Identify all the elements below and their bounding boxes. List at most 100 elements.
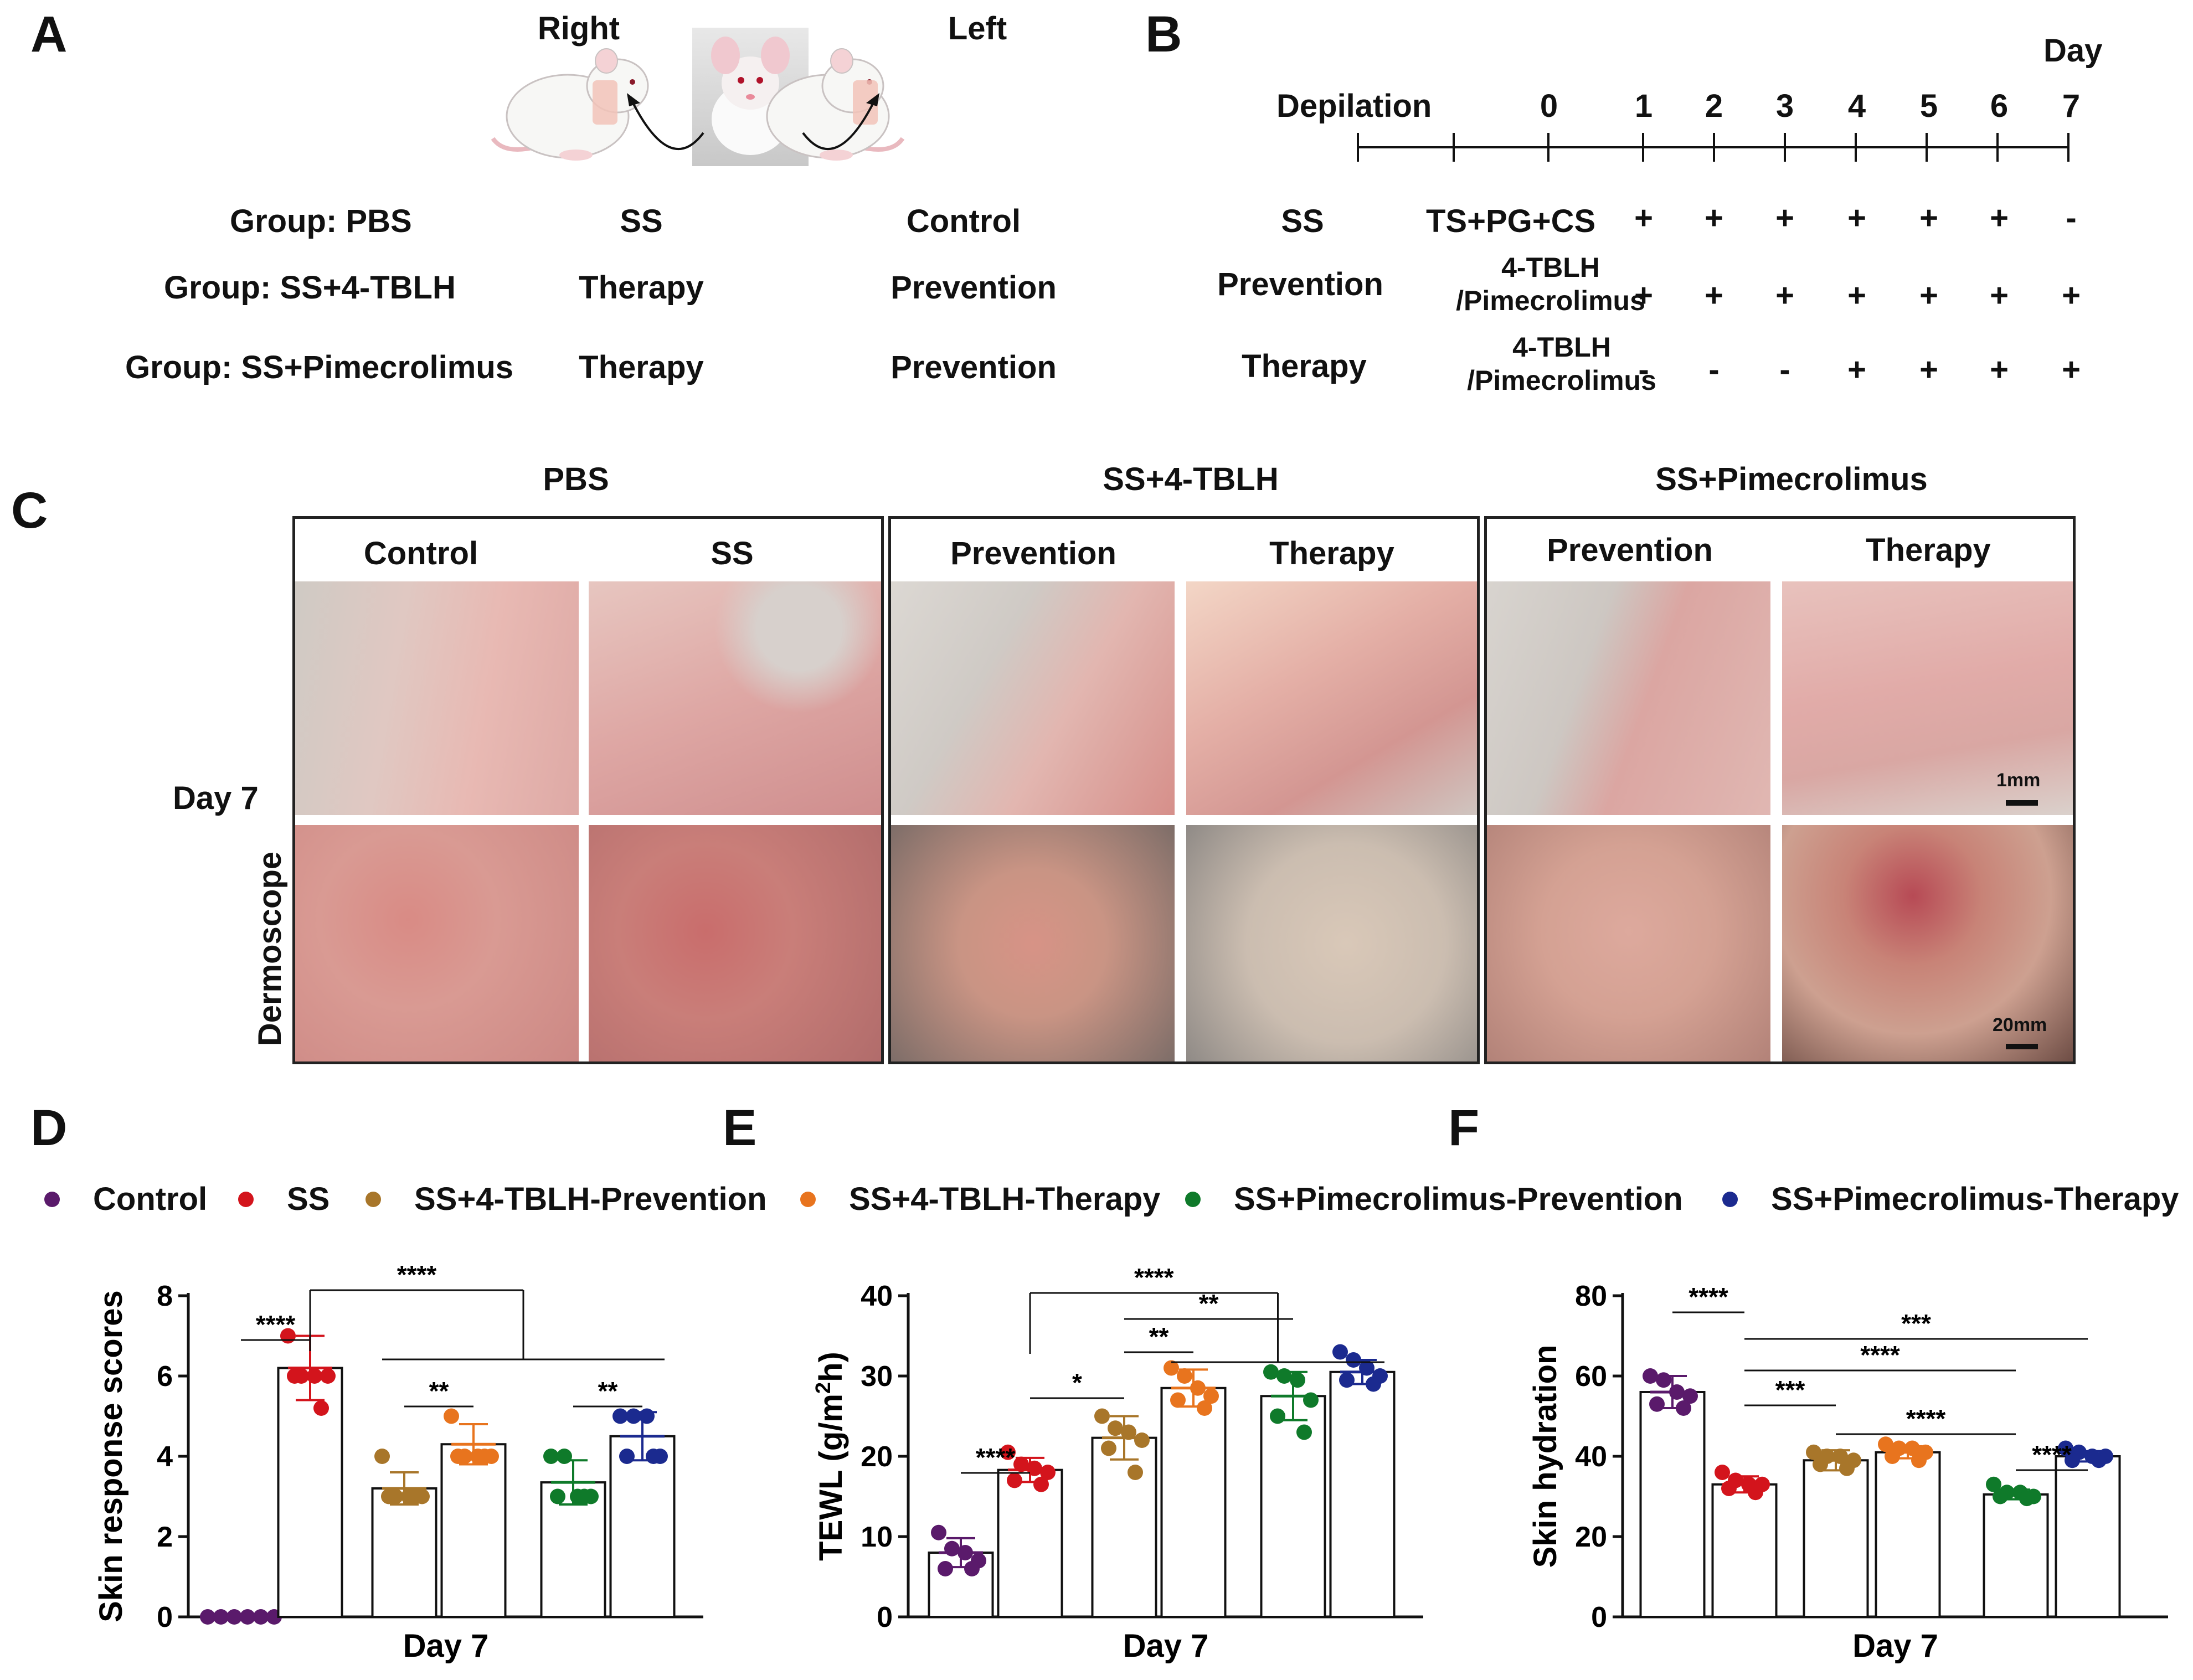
legend-label: SS+Pimecrolimus-Prevention: [1234, 1181, 1683, 1217]
data-point: [1346, 1352, 1361, 1368]
bar: [1639, 1391, 1706, 1618]
data-point: [1270, 1408, 1285, 1424]
treatment-mark: -: [1708, 352, 1720, 388]
legend-dot: [44, 1192, 60, 1207]
b-ther-treat1: 4-TBLH: [1512, 332, 1611, 363]
data-point: [2019, 1491, 2035, 1507]
data-point: [200, 1609, 215, 1625]
legend-dot: [1722, 1192, 1738, 1207]
c-col-tblh-prev: Prevention: [950, 535, 1116, 571]
y-tick-label: 20: [861, 1441, 893, 1473]
treatment-mark: +: [1919, 200, 1938, 236]
data-point: [1134, 1432, 1150, 1448]
b-row-ss: SS: [1281, 203, 1324, 239]
y-tick-label: 60: [1575, 1361, 1607, 1393]
bar: [1091, 1436, 1157, 1618]
bar: [440, 1443, 507, 1618]
data-point: [957, 1545, 973, 1560]
data-point: [557, 1449, 572, 1464]
c-col-control: Control: [363, 535, 478, 571]
legend-label: SS+4-TBLH-Therapy: [849, 1181, 1161, 1217]
y-tick-label: 0: [157, 1601, 173, 1633]
data-point: [240, 1609, 255, 1625]
data-point: [1296, 1424, 1312, 1440]
data-point: [1359, 1360, 1375, 1376]
legend-label: SS: [287, 1181, 330, 1217]
legend-label: Control: [93, 1181, 208, 1217]
photo-pime-ther-dermoscope: [1782, 825, 2073, 1061]
pbs-right: SS: [620, 203, 663, 239]
data-point: [253, 1609, 269, 1625]
treatment-mark: +: [2062, 277, 2081, 313]
c-box-pime: [1484, 516, 2076, 1064]
photo-ss-dermoscope: [589, 825, 881, 1061]
data-point: [1197, 1400, 1212, 1416]
c-box-tblh: [888, 516, 1480, 1064]
data-point: [1715, 1465, 1730, 1480]
data-point: [450, 1449, 466, 1464]
data-point: [646, 1449, 661, 1464]
data-point: [938, 1561, 953, 1576]
x-axis-label: Day 7: [1123, 1628, 1209, 1664]
scale-bar-1mm: [2006, 800, 2038, 806]
panel-label-f: F: [1448, 1100, 1480, 1156]
treatment-mark: +: [1990, 200, 2009, 236]
photo-tblh-ther-camera: [1186, 581, 1477, 815]
data-point: [226, 1609, 242, 1625]
day-number: 6: [1990, 88, 2009, 124]
sig-label: ****: [976, 1443, 1016, 1472]
bar: [1160, 1387, 1227, 1618]
legend-dot: [366, 1192, 381, 1207]
y-tick-label: 6: [157, 1361, 173, 1393]
c-col-pime-ther: Therapy: [1866, 532, 1991, 568]
data-point: [1276, 1368, 1292, 1384]
y-tick-label: 2: [157, 1521, 173, 1553]
treatment-mark: -: [1638, 352, 1649, 388]
data-point: [1121, 1424, 1136, 1440]
sig-label: *: [1072, 1368, 1082, 1397]
data-point: [1656, 1372, 1671, 1388]
data-point: [1682, 1388, 1698, 1404]
data-point: [619, 1449, 635, 1464]
data-point: [313, 1400, 329, 1416]
data-point: [1164, 1360, 1179, 1376]
depilation-label: Depilation: [1276, 88, 1432, 124]
data-point: [1649, 1396, 1665, 1412]
sig-label: ****: [1860, 1341, 1900, 1369]
photo-pime-ther-camera: [1782, 581, 2073, 815]
legend-dot: [238, 1192, 254, 1207]
day-label: Day: [2043, 33, 2103, 69]
sig-label: ***: [1775, 1375, 1805, 1404]
data-point: [1813, 1456, 1828, 1472]
day-number: 3: [1775, 88, 1794, 124]
y-tick-label: 40: [861, 1280, 893, 1312]
c-col-ss: SS: [711, 535, 754, 571]
data-point: [543, 1449, 559, 1464]
data-point: [1013, 1456, 1029, 1472]
data-point: [1643, 1368, 1658, 1384]
data-point: [2091, 1452, 2107, 1468]
data-point: [1885, 1449, 1900, 1464]
bar: [1260, 1395, 1326, 1618]
y-tick-label: 0: [1591, 1601, 1607, 1633]
data-point: [1339, 1372, 1355, 1388]
panel-label-d: D: [30, 1100, 68, 1156]
treatment-mark: +: [1634, 277, 1653, 313]
c-row-dermoscope: Dermoscope: [252, 851, 289, 1047]
pime-left: Prevention: [890, 349, 1057, 385]
photo-control-dermoscope: [295, 825, 579, 1061]
data-point: [1911, 1452, 1927, 1468]
panel-label-e: E: [723, 1100, 757, 1156]
treatment-mark: +: [1847, 352, 1866, 388]
data-point: [1108, 1420, 1123, 1436]
left-side-mouse: [766, 48, 905, 161]
legend-label: SS+Pimecrolimus-Therapy: [1771, 1181, 2179, 1217]
data-point: [2058, 1440, 2073, 1456]
treatment-mark: +: [2062, 352, 2081, 388]
data-point: [1904, 1440, 1920, 1456]
sig-label: ****: [1688, 1282, 1728, 1311]
y-tick-label: 40: [1575, 1441, 1607, 1473]
c-col-pime-prev: Prevention: [1547, 532, 1713, 568]
sig-label: **: [1149, 1322, 1169, 1351]
